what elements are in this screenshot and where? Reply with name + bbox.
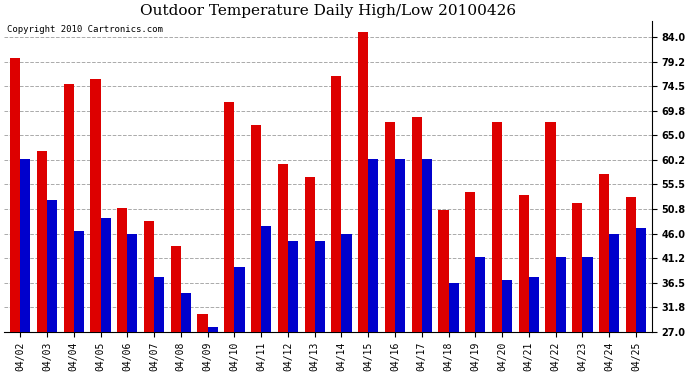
Bar bbox=[342, 234, 352, 332]
Bar bbox=[545, 123, 555, 332]
Bar bbox=[626, 197, 636, 332]
Bar bbox=[572, 202, 582, 332]
Bar bbox=[261, 226, 271, 332]
Bar bbox=[304, 177, 315, 332]
Bar bbox=[475, 257, 486, 332]
Bar bbox=[47, 200, 57, 332]
Bar bbox=[582, 257, 593, 332]
Title: Outdoor Temperature Daily High/Low 20100426: Outdoor Temperature Daily High/Low 20100… bbox=[140, 4, 516, 18]
Bar bbox=[170, 246, 181, 332]
Bar bbox=[144, 220, 154, 332]
Bar bbox=[128, 234, 137, 332]
Bar bbox=[251, 125, 261, 332]
Bar bbox=[288, 242, 298, 332]
Bar bbox=[315, 242, 325, 332]
Bar bbox=[358, 32, 368, 332]
Bar bbox=[529, 278, 539, 332]
Bar bbox=[278, 164, 288, 332]
Bar bbox=[395, 159, 405, 332]
Bar bbox=[599, 174, 609, 332]
Bar bbox=[492, 123, 502, 332]
Bar bbox=[37, 151, 47, 332]
Bar bbox=[20, 159, 30, 332]
Bar bbox=[412, 117, 422, 332]
Bar bbox=[636, 228, 646, 332]
Bar bbox=[10, 58, 20, 332]
Bar bbox=[331, 76, 342, 332]
Bar bbox=[101, 218, 110, 332]
Bar bbox=[448, 283, 459, 332]
Bar bbox=[438, 210, 449, 332]
Bar bbox=[368, 159, 378, 332]
Bar bbox=[465, 192, 475, 332]
Bar bbox=[555, 257, 566, 332]
Bar bbox=[235, 267, 244, 332]
Bar bbox=[154, 278, 164, 332]
Bar bbox=[63, 84, 74, 332]
Bar bbox=[224, 102, 235, 332]
Bar bbox=[422, 159, 432, 332]
Bar bbox=[181, 293, 191, 332]
Bar bbox=[609, 234, 620, 332]
Bar bbox=[197, 314, 208, 332]
Bar bbox=[208, 327, 218, 332]
Bar bbox=[117, 208, 128, 332]
Bar bbox=[74, 231, 84, 332]
Bar bbox=[385, 123, 395, 332]
Bar bbox=[519, 195, 529, 332]
Text: Copyright 2010 Cartronics.com: Copyright 2010 Cartronics.com bbox=[8, 26, 164, 34]
Bar bbox=[502, 280, 512, 332]
Bar bbox=[90, 79, 101, 332]
